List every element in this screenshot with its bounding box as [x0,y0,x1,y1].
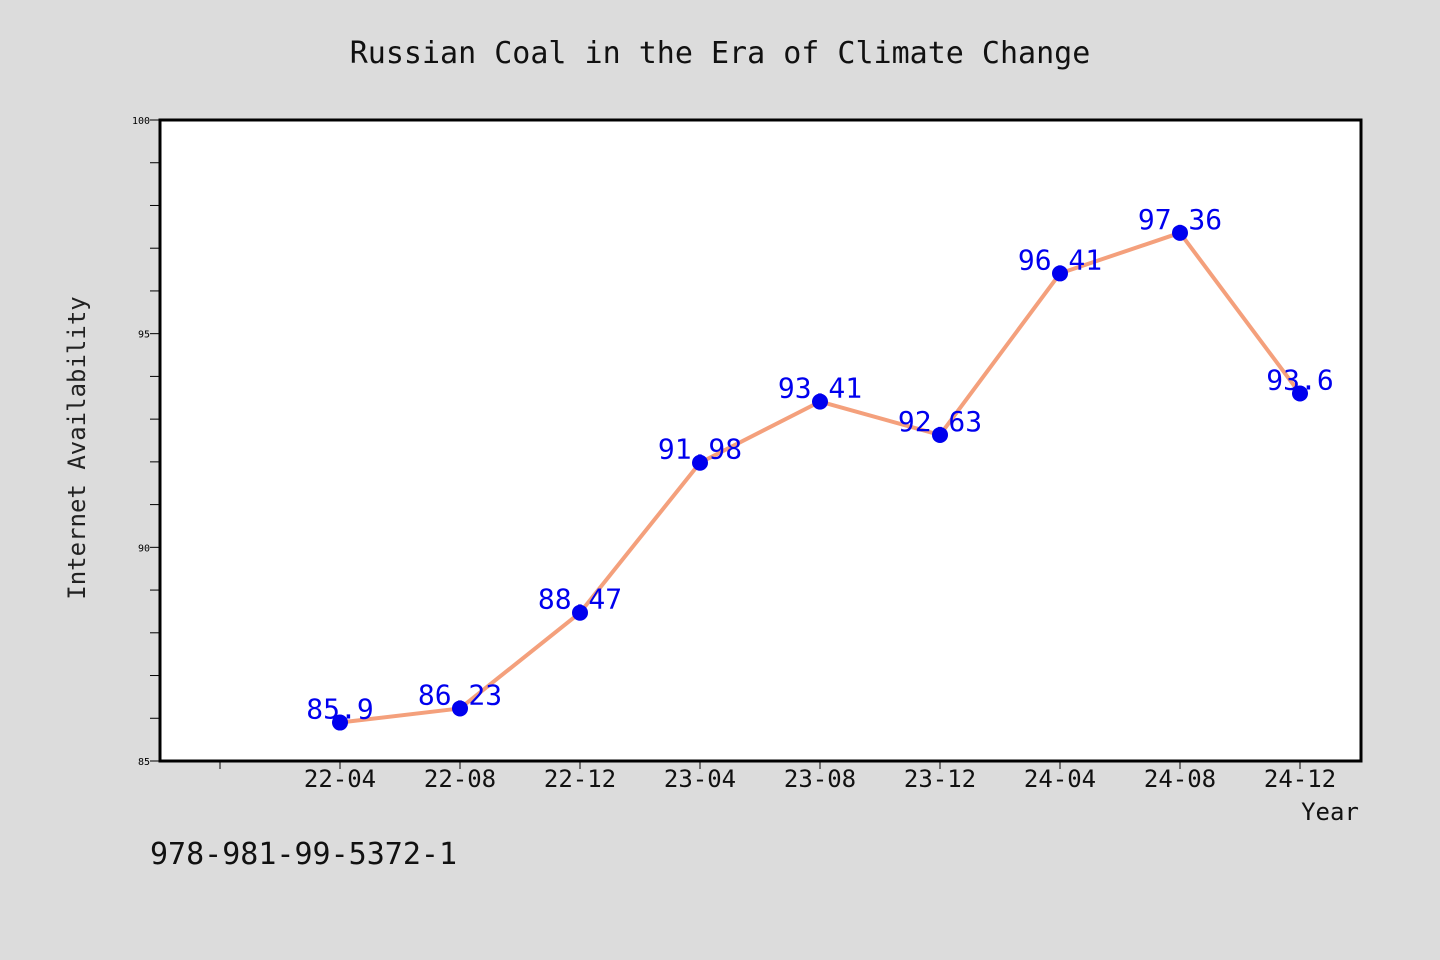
data-label: 93.6 [1266,363,1333,396]
data-label: 85.9 [306,693,373,726]
plot-area [158,118,1363,763]
y-axis: 85 90 95 100 [132,116,160,768]
data-label: 97.36 [1138,203,1222,236]
data-point [572,604,588,621]
chart-title: Russian Coal in the Era of Climate Chang… [350,36,1091,71]
x-axis: 22-04 22-08 22-12 23-04 23-08 23-12 24-04 24-08… [219,761,1336,793]
y-axis-label: Internet Availability [63,296,91,599]
x-tick-label: 24-12 [1264,765,1336,793]
data-point [452,700,468,717]
data-point [332,714,348,731]
footer-isbn: 978-981-99-5372-1 [150,837,457,872]
x-tick-label: 22-12 [544,765,616,793]
data-label: 92.63 [898,405,982,438]
x-axis-label: Year [1301,798,1359,826]
x-tick-label: 23-08 [784,765,856,793]
data-point [812,393,828,410]
data-label: 93.41 [778,372,862,405]
x-tick-label: 22-08 [424,765,496,793]
data-label: 96.41 [1018,243,1102,276]
y-tick-label: 95 [138,330,150,341]
x-tick-label: 24-04 [1024,765,1096,793]
data-point [1292,385,1308,402]
x-tick-label: 22-04 [304,765,376,793]
y-tick-label: 85 [138,757,150,768]
y-tick-label: 100 [132,116,150,127]
data-label: 91.98 [658,433,742,466]
data-point [1052,265,1068,282]
x-tick-label: 24-08 [1144,765,1216,793]
y-tick-label: 90 [138,543,150,554]
data-label: 86.23 [418,678,502,711]
data-label: 88.47 [538,583,622,616]
data-point [1172,224,1188,241]
data-point [692,454,708,471]
data-point [932,426,948,443]
x-tick-label: 23-04 [664,765,736,793]
series-group: 85.9 86.23 88.47 91.98 93.41 92.63 96.41 97.36 9… [306,203,1334,731]
x-tick-label: 23-12 [904,765,976,793]
